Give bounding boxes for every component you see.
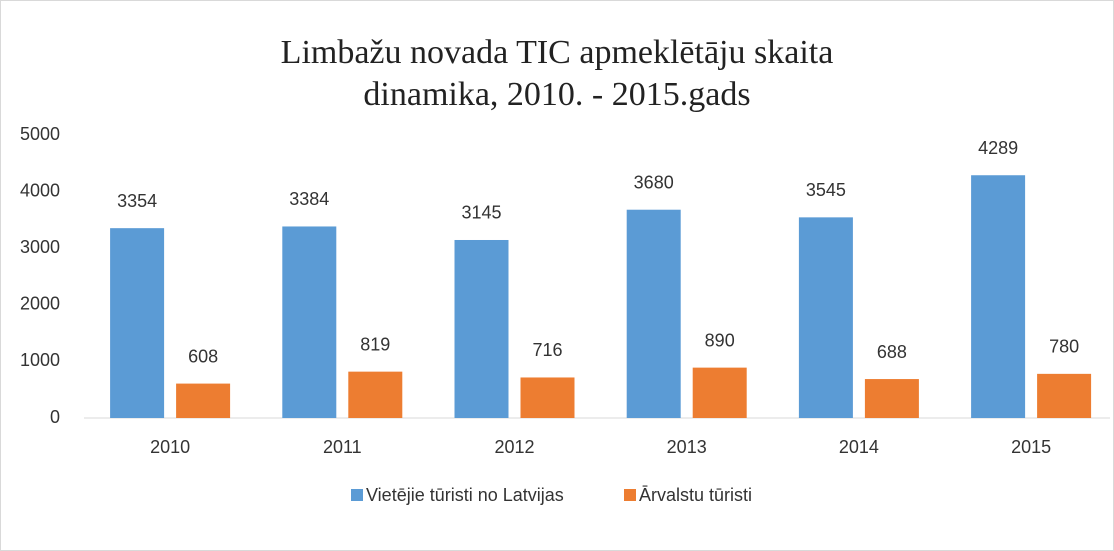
legend-swatch — [624, 489, 636, 501]
bar — [626, 209, 681, 418]
legend-label: Ārvalstu tūristi — [639, 485, 752, 505]
x-tick-label: 2010 — [150, 437, 190, 457]
bar — [282, 226, 337, 418]
bar — [1037, 373, 1092, 418]
data-label: 3680 — [634, 172, 674, 192]
x-tick-label: 2014 — [839, 437, 879, 457]
legend-swatch — [351, 489, 363, 501]
chart-title: Limbažu novada TIC apmeklētāju skaita di… — [280, 34, 834, 113]
data-label: 608 — [188, 346, 218, 366]
data-label: 688 — [877, 342, 907, 362]
data-label: 3384 — [289, 189, 329, 209]
data-label: 716 — [532, 340, 562, 360]
data-label: 780 — [1049, 337, 1079, 357]
bar — [692, 367, 747, 418]
y-tick-label: 2000 — [20, 294, 60, 314]
x-tick-label: 2011 — [323, 437, 362, 457]
y-tick-label: 4000 — [20, 180, 60, 200]
data-label: 3354 — [117, 191, 157, 211]
bar — [454, 239, 509, 418]
data-label: 3545 — [806, 180, 846, 200]
y-tick-label: 0 — [50, 407, 60, 427]
bar — [864, 379, 919, 418]
y-tick-label: 3000 — [20, 237, 60, 257]
x-tick-label: 2012 — [494, 437, 534, 457]
bar — [520, 377, 575, 418]
bar — [110, 228, 165, 418]
bar — [971, 175, 1026, 418]
data-label: 3145 — [461, 203, 501, 223]
x-tick-label: 2015 — [1011, 437, 1051, 457]
legend-label: Vietējie tūristi no Latvijas — [366, 485, 564, 505]
y-tick-label: 1000 — [20, 350, 60, 370]
x-tick-label: 2013 — [667, 437, 707, 457]
bar — [176, 383, 231, 418]
data-label: 4289 — [978, 138, 1018, 158]
data-label: 890 — [705, 330, 735, 350]
bar — [798, 217, 853, 418]
bar — [348, 371, 403, 418]
y-tick-label: 5000 — [20, 124, 60, 144]
data-label: 819 — [360, 334, 390, 354]
